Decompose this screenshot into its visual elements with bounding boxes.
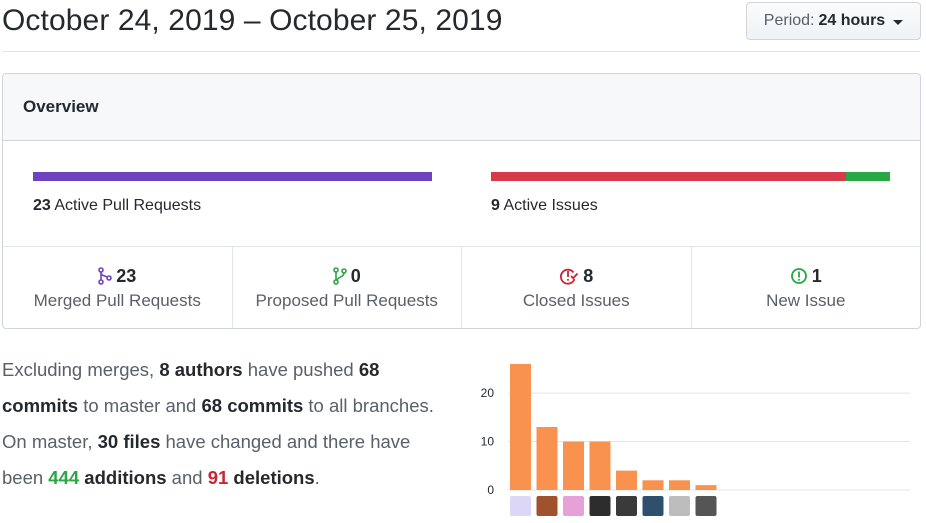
author-avatar[interactable] bbox=[616, 496, 637, 516]
chart-bar[interactable] bbox=[563, 441, 584, 490]
summary-text-5: have changed and there have been bbox=[2, 431, 411, 488]
summary-commits-all: 68 commits bbox=[201, 395, 304, 416]
overview-bars-row: 23 Active Pull Requests 9 Active Issues bbox=[3, 141, 920, 247]
new-issue-count: 1 bbox=[811, 265, 822, 286]
commit-summary: Excluding merges, 8 authors have pushed … bbox=[2, 352, 442, 496]
active-pull-requests-link[interactable]: 23 Active Pull Requests bbox=[33, 197, 201, 215]
issue-closed-icon bbox=[560, 268, 579, 285]
closed-issues-label: Closed Issues bbox=[522, 291, 630, 310]
chart-bar[interactable] bbox=[510, 364, 531, 490]
chart-bar[interactable] bbox=[589, 441, 611, 490]
overview-stats-row: 23 Merged Pull Requests 0 Proposed Pull … bbox=[3, 247, 920, 328]
summary-text-6: and bbox=[166, 467, 208, 488]
merged-pull-requests-label: Merged Pull Requests bbox=[33, 291, 201, 310]
proposed-pull-requests-label: Proposed Pull Requests bbox=[255, 291, 438, 310]
summary-authors: 8 authors bbox=[159, 359, 243, 380]
issues-open-segment bbox=[845, 172, 890, 181]
active-pull-requests-count: 23 bbox=[33, 197, 51, 214]
author-avatar[interactable] bbox=[510, 496, 531, 516]
stat-closed-issues[interactable]: 8 Closed Issues bbox=[462, 247, 692, 328]
chart-bar[interactable] bbox=[536, 427, 558, 490]
git-merge-icon bbox=[98, 267, 113, 285]
author-avatar[interactable] bbox=[563, 496, 584, 516]
overview-header: Overview bbox=[3, 74, 920, 141]
active-issues-count: 9 bbox=[491, 197, 500, 214]
summary-text-1: Excluding merges, bbox=[2, 359, 160, 380]
author-avatar[interactable] bbox=[589, 496, 611, 516]
git-pull-request-icon bbox=[332, 267, 347, 285]
period-label: Period: bbox=[763, 12, 815, 29]
issue-opened-icon bbox=[790, 268, 807, 284]
chart-svg: 0 10 20 bbox=[481, 364, 910, 516]
active-issues-link[interactable]: 9 Active Issues bbox=[491, 197, 598, 215]
summary-deletions-word: deletions bbox=[228, 467, 315, 488]
merged-pull-requests-count: 23 bbox=[116, 265, 137, 286]
stat-merged-pull-requests[interactable]: 23 Merged Pull Requests bbox=[3, 247, 233, 328]
closed-issues-count: 8 bbox=[583, 265, 594, 286]
chart-bar[interactable] bbox=[616, 470, 637, 490]
summary-text-2: have pushed bbox=[242, 359, 359, 380]
summary-additions-word: additions bbox=[79, 467, 167, 488]
page-title: October 24, 2019 – October 25, 2019 bbox=[2, 4, 503, 37]
author-avatar[interactable] bbox=[695, 496, 717, 516]
issues-bar[interactable] bbox=[491, 172, 890, 181]
chart-bar[interactable] bbox=[642, 480, 664, 490]
stat-new-issue[interactable]: 1 New Issue bbox=[692, 247, 921, 328]
summary-text-7: . bbox=[314, 467, 320, 488]
summary-text-4: to all branches. On master, bbox=[2, 395, 434, 452]
summary-commits-master: 68 commits bbox=[2, 359, 380, 416]
new-issue-label: New Issue bbox=[766, 291, 846, 310]
header-divider bbox=[2, 51, 920, 52]
issues-closed-segment bbox=[491, 172, 846, 181]
overview-box: Overview 23 Active Pull Requests 9 Activ… bbox=[2, 73, 921, 329]
chart-bar[interactable] bbox=[669, 480, 690, 490]
y-tick-label: 20 bbox=[481, 386, 495, 400]
proposed-pull-requests-count: 0 bbox=[350, 265, 361, 286]
summary-deletions: 91 bbox=[207, 467, 229, 488]
commits-by-author-chart: 0 10 20 bbox=[470, 352, 920, 522]
summary-additions: 444 bbox=[48, 467, 80, 488]
active-issues-label: Active Issues bbox=[503, 197, 598, 214]
author-avatar[interactable] bbox=[642, 496, 664, 516]
period-value: 24 hours bbox=[818, 12, 886, 29]
stat-proposed-pull-requests[interactable]: 0 Proposed Pull Requests bbox=[233, 247, 462, 328]
author-avatar[interactable] bbox=[536, 496, 558, 516]
active-pull-requests-label: Active Pull Requests bbox=[54, 197, 202, 214]
y-tick-label: 10 bbox=[481, 435, 495, 449]
period-dropdown-button[interactable]: Period: 24 hours bbox=[746, 2, 921, 40]
caret-down-icon bbox=[893, 19, 904, 25]
author-avatar[interactable] bbox=[669, 496, 690, 516]
summary-text-3: to master and bbox=[78, 395, 202, 416]
pull-requests-bar[interactable] bbox=[33, 172, 432, 181]
chart-bar[interactable] bbox=[695, 485, 717, 490]
summary-files: 30 files bbox=[97, 431, 161, 452]
y-tick-label: 0 bbox=[487, 483, 494, 497]
